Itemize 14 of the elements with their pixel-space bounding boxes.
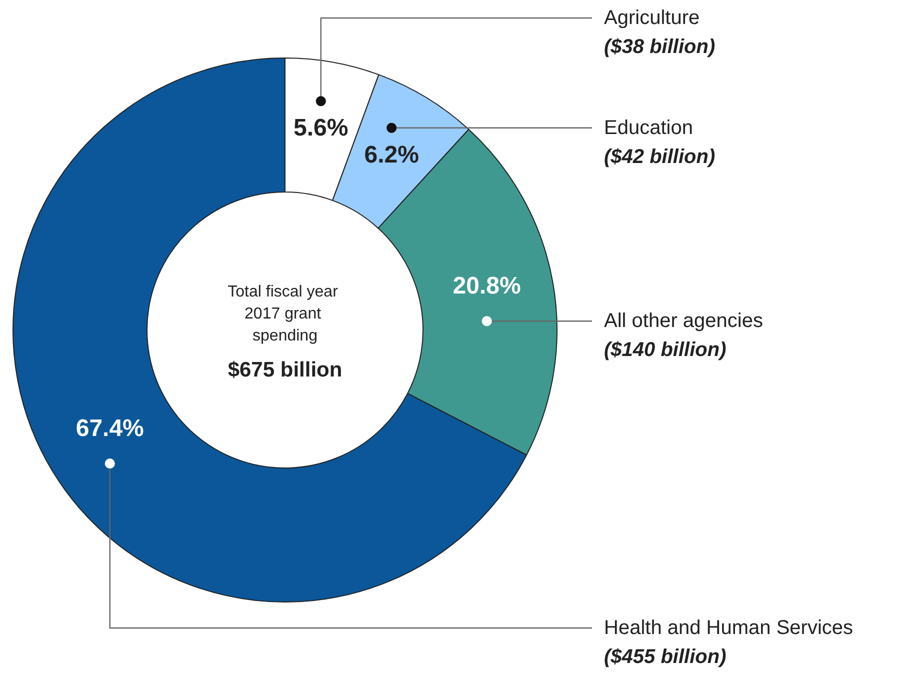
text: ($455 billion) [604, 646, 726, 668]
slice-label: Health and Human Services [604, 617, 854, 639]
data-label: 20.8% [452, 272, 521, 300]
text: ($38 billion) [604, 36, 716, 58]
slice-label: Education [604, 116, 693, 139]
data-label: 6.2% [364, 141, 419, 168]
data-label: 5.6% [294, 114, 348, 142]
text: ($140 billion) [604, 339, 726, 362]
text: Total fiscal year 2017 grant spending [228, 284, 342, 344]
data-label: 67.4% [76, 415, 144, 442]
slice-label: All other agencies [604, 310, 763, 332]
text: $675 billion [228, 358, 342, 382]
text: ($42 billion) [604, 146, 716, 168]
slice-label: Agriculture [604, 7, 700, 29]
